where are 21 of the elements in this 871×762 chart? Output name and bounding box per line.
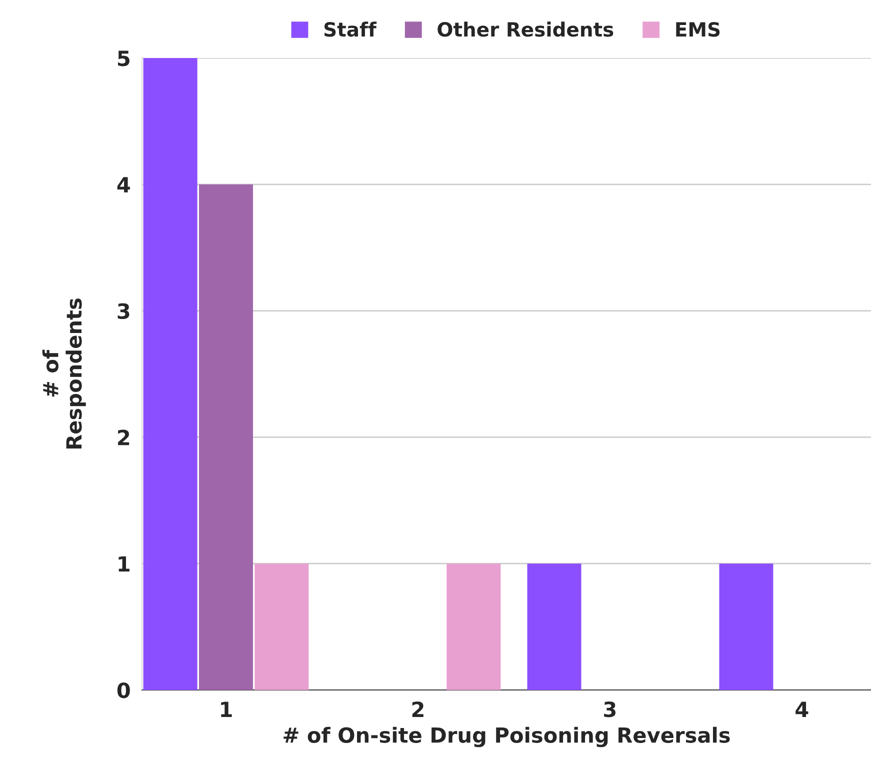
x-tick-label: 4 [796, 702, 808, 717]
y-tick-label: 3 [118, 303, 130, 320]
bar [198, 184, 253, 690]
x-tick-label: 2 [412, 701, 424, 717]
legend-label: EMS [676, 22, 720, 37]
y-axis-title: # of Respondents [42, 298, 86, 449]
y-tick-label: 4 [117, 177, 130, 192]
y-tick-label: 2 [118, 430, 130, 446]
bar [446, 564, 501, 690]
x-axis-title: # of On-site Drug Poisoning Reversals [284, 726, 730, 748]
bar [254, 564, 309, 690]
bar [527, 564, 582, 690]
legend-label: Other Residents [438, 22, 614, 37]
bar [719, 564, 774, 690]
x-tick-label: 1 [221, 702, 232, 717]
x-tick-label: 3 [604, 701, 616, 718]
bar [143, 58, 198, 690]
y-tick-label: 1 [118, 556, 130, 572]
y-tick-label: 0 [117, 682, 130, 698]
y-tick-label: 5 [118, 50, 130, 66]
legend-label: Staff [324, 22, 377, 37]
